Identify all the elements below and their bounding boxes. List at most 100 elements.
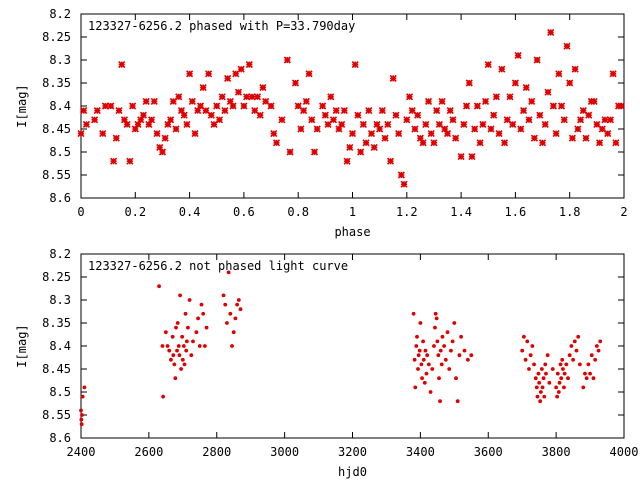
data-point <box>160 344 165 348</box>
data-point <box>523 357 528 362</box>
data-point-core <box>597 141 602 145</box>
y-axis-label: I[mag] <box>15 84 29 127</box>
data-point <box>445 330 450 335</box>
chart-panel-1: 0 0.2 0.4 0.6 0.8 1 1.2 1.4 1.6 1.8 2 8.2 8.25 8.3 8.3… <box>15 7 628 239</box>
y-tick-label: 8.5 <box>49 385 71 399</box>
data-point <box>180 334 185 339</box>
data-point-core <box>407 95 412 99</box>
data-point-core <box>581 108 586 113</box>
data-point <box>189 353 194 358</box>
data-point <box>416 367 420 371</box>
data-point-core <box>524 85 529 90</box>
data-point-core <box>285 58 290 62</box>
data-point <box>223 302 228 307</box>
data-point <box>174 325 178 330</box>
data-point-core <box>342 108 347 113</box>
data-point-core <box>198 104 203 108</box>
chart-title: 123327-6256.2 not phased light curve <box>88 259 348 273</box>
data-point-core <box>448 108 453 113</box>
data-point <box>469 353 474 358</box>
data-point <box>535 394 540 399</box>
data-point-core <box>513 81 518 85</box>
data-point <box>194 330 199 335</box>
data-point-core <box>141 113 146 117</box>
data-point <box>540 385 545 390</box>
data-point <box>413 385 418 390</box>
x-tick-label: 0.8 <box>287 205 309 219</box>
data-point-core <box>603 118 607 122</box>
data-point-core <box>366 108 371 113</box>
data-point-core <box>424 122 428 127</box>
data-point-core <box>228 99 233 104</box>
y-tick-label: 8.5 <box>49 145 71 159</box>
data-point-core <box>274 141 279 145</box>
y-tick-label: 8.35 <box>42 76 71 90</box>
data-point-core <box>453 136 458 140</box>
data-point-core <box>250 95 254 99</box>
data-point <box>182 362 187 367</box>
x-axis-label: phase <box>334 225 370 239</box>
data-point-core <box>535 58 539 62</box>
data-point <box>178 293 182 298</box>
data-point <box>594 344 599 348</box>
data-point <box>416 353 421 358</box>
data-point <box>233 316 238 321</box>
data-point-core <box>304 99 309 104</box>
x-tick-label: 0.6 <box>233 205 255 219</box>
data-point <box>452 321 457 325</box>
data-point <box>423 348 428 353</box>
data-point-core <box>584 136 588 140</box>
x-tick-label: 0.2 <box>124 205 146 219</box>
data-point-core <box>445 131 450 136</box>
data-point <box>567 353 572 358</box>
data-point <box>82 385 87 390</box>
data-point-core <box>595 122 599 127</box>
x-tick-label: 1 <box>349 205 356 219</box>
data-point <box>437 376 441 381</box>
data-point-core <box>551 104 556 108</box>
data-point-core <box>299 127 303 131</box>
x-tick-label: 2800 <box>202 445 231 459</box>
data-point <box>179 367 184 371</box>
data-point-core <box>385 122 390 127</box>
x-tick-label: 3600 <box>474 445 503 459</box>
y-tick-label: 8.45 <box>42 362 71 376</box>
data-point-core <box>486 62 491 67</box>
data-point <box>177 353 182 358</box>
data-point-core <box>410 108 415 113</box>
data-point-core <box>380 108 385 113</box>
data-point-core <box>600 127 605 131</box>
data-point-core <box>214 104 219 108</box>
data-point <box>202 344 207 348</box>
data-point-core <box>592 99 596 104</box>
data-point <box>571 357 575 362</box>
data-point <box>432 344 436 348</box>
data-point-core <box>136 122 140 127</box>
data-point-core <box>320 104 325 108</box>
data-point <box>187 298 192 302</box>
data-point <box>433 311 438 316</box>
data-point-core <box>190 99 195 104</box>
data-point-core <box>578 118 583 122</box>
data-point-core <box>252 108 257 113</box>
data-point-core <box>350 131 355 136</box>
y-tick-label: 8.45 <box>42 122 71 136</box>
data-point-core <box>149 118 154 122</box>
data-point-core <box>415 113 420 117</box>
x-tick-label: 3200 <box>338 445 367 459</box>
data-point <box>176 344 181 348</box>
data-point-core <box>242 104 246 108</box>
data-point-core <box>334 108 339 113</box>
data-point-core <box>315 127 320 131</box>
data-point-core <box>353 62 358 67</box>
data-point <box>225 321 229 325</box>
data-point-core <box>391 76 396 81</box>
data-point <box>415 334 419 339</box>
data-point-core <box>483 99 488 104</box>
data-point-core <box>163 136 167 140</box>
data-point-core <box>138 118 143 122</box>
data-point <box>545 353 550 358</box>
data-point-core <box>271 131 276 136</box>
data-point-core <box>500 67 504 71</box>
